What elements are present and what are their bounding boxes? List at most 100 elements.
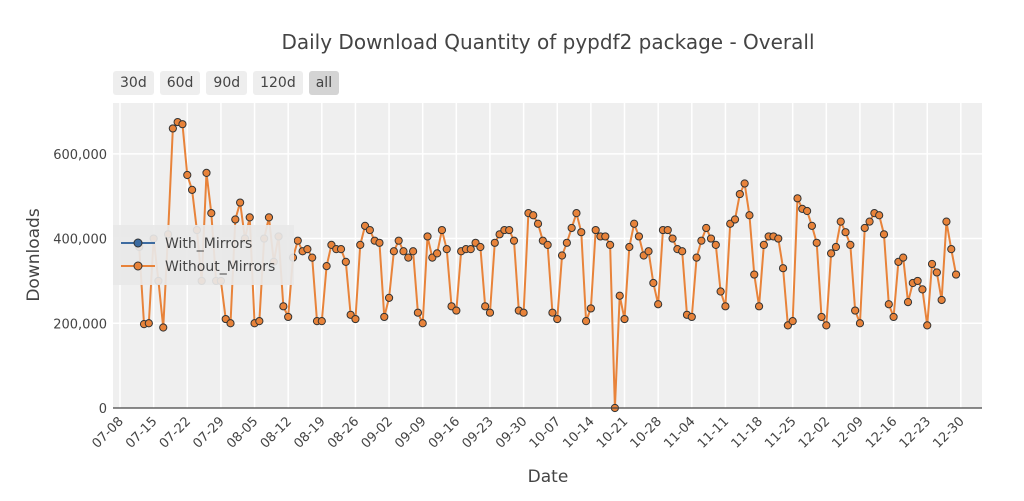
x-tick-label: 12-09 bbox=[829, 414, 866, 451]
data-point bbox=[625, 242, 634, 252]
data-point bbox=[418, 319, 427, 328]
data-point bbox=[509, 236, 519, 245]
legend: With_Mirrors Without_Mirrors bbox=[113, 225, 294, 285]
data-point bbox=[543, 240, 552, 250]
legend-item-without-mirrors[interactable]: Without_Mirrors bbox=[121, 259, 275, 275]
x-tick-label: 11-11 bbox=[695, 414, 732, 451]
data-point bbox=[144, 319, 153, 328]
data-point bbox=[476, 242, 485, 252]
data-point bbox=[855, 319, 865, 328]
data-point bbox=[384, 293, 394, 302]
data-point bbox=[423, 232, 432, 241]
data-point bbox=[519, 308, 528, 317]
data-point bbox=[606, 240, 615, 250]
data-point bbox=[774, 234, 783, 243]
data-point bbox=[284, 312, 293, 322]
data-point bbox=[889, 312, 898, 322]
data-point bbox=[187, 185, 197, 194]
y-tick-label: 600,000 bbox=[53, 148, 107, 163]
x-tick-label: 09-09 bbox=[392, 414, 429, 451]
range-button-120d[interactable]: 120d bbox=[253, 71, 303, 95]
data-point bbox=[615, 291, 624, 300]
data-point bbox=[668, 234, 677, 243]
data-point bbox=[735, 189, 744, 199]
data-point bbox=[601, 232, 610, 241]
data-point bbox=[437, 225, 447, 235]
data-point bbox=[836, 217, 845, 226]
data-point bbox=[620, 314, 629, 324]
data-point bbox=[356, 240, 365, 250]
data-point bbox=[168, 124, 177, 133]
data-point bbox=[577, 228, 586, 237]
data-point bbox=[481, 302, 490, 311]
x-tick-label: 07-22 bbox=[157, 414, 194, 451]
data-point bbox=[793, 194, 802, 203]
data-point bbox=[505, 225, 514, 235]
data-point bbox=[831, 242, 841, 252]
data-point bbox=[202, 168, 211, 177]
x-tick-label: 07-08 bbox=[90, 414, 127, 451]
data-point bbox=[913, 276, 922, 286]
range-button-30d[interactable]: 30d bbox=[113, 71, 154, 95]
y-axis: 0 200,000 400,000 600,000 bbox=[53, 148, 107, 417]
legend-label-with-mirrors: With_Mirrors bbox=[165, 236, 252, 252]
data-point bbox=[778, 264, 788, 273]
data-point bbox=[644, 247, 653, 256]
x-tick-label: 10-28 bbox=[628, 414, 665, 451]
data-point bbox=[865, 217, 874, 226]
data-point bbox=[490, 238, 499, 247]
x-axis: 07-0807-1507-2207-2908-0508-1208-1908-26… bbox=[90, 414, 968, 451]
data-point bbox=[663, 225, 672, 235]
data-point bbox=[740, 179, 749, 188]
legend-item-with-mirrors[interactable]: With_Mirrors bbox=[121, 236, 252, 252]
y-tick-label: 400,000 bbox=[53, 233, 107, 248]
x-tick-label: 11-18 bbox=[729, 414, 766, 451]
data-point bbox=[433, 249, 442, 258]
data-point bbox=[581, 317, 591, 326]
data-point bbox=[827, 249, 836, 258]
data-point bbox=[918, 285, 927, 294]
data-point bbox=[452, 306, 461, 315]
chart-title: Daily Download Quantity of pypdf2 packag… bbox=[281, 30, 815, 54]
data-point bbox=[255, 317, 264, 326]
range-button-90d[interactable]: 90d bbox=[206, 71, 248, 95]
data-point bbox=[754, 302, 764, 311]
data-point bbox=[308, 253, 317, 262]
data-point bbox=[183, 170, 192, 180]
data-point bbox=[322, 261, 331, 271]
data-point bbox=[336, 245, 346, 254]
data-point bbox=[394, 236, 403, 245]
legend-swatch-marker bbox=[133, 238, 143, 248]
legend-swatch-marker bbox=[133, 261, 143, 271]
x-tick-label: 07-29 bbox=[190, 414, 227, 451]
x-tick-label: 12-30 bbox=[930, 414, 967, 451]
data-point bbox=[293, 236, 302, 245]
x-tick-label: 08-26 bbox=[325, 414, 362, 451]
x-tick-label: 09-30 bbox=[493, 414, 530, 451]
data-point bbox=[927, 259, 937, 269]
data-point bbox=[879, 230, 889, 239]
data-point bbox=[408, 247, 418, 256]
data-point bbox=[264, 213, 274, 222]
data-point bbox=[279, 302, 288, 311]
data-point bbox=[567, 223, 576, 233]
data-point bbox=[884, 300, 893, 309]
data-point bbox=[687, 312, 696, 322]
data-point bbox=[159, 323, 168, 332]
data-point bbox=[365, 225, 374, 235]
data-point bbox=[923, 321, 932, 330]
range-button-60d[interactable]: 60d bbox=[159, 71, 201, 95]
data-point bbox=[231, 215, 240, 224]
data-point bbox=[389, 247, 398, 256]
data-point bbox=[846, 240, 855, 250]
data-point bbox=[553, 314, 562, 324]
data-point bbox=[812, 238, 821, 247]
x-tick-label: 12-02 bbox=[796, 414, 833, 451]
data-point bbox=[759, 240, 768, 250]
range-button-all[interactable]: all bbox=[308, 71, 340, 95]
data-point bbox=[716, 287, 725, 296]
x-tick-label: 10-07 bbox=[527, 414, 564, 451]
data-point bbox=[803, 206, 812, 216]
data-point bbox=[351, 314, 360, 324]
